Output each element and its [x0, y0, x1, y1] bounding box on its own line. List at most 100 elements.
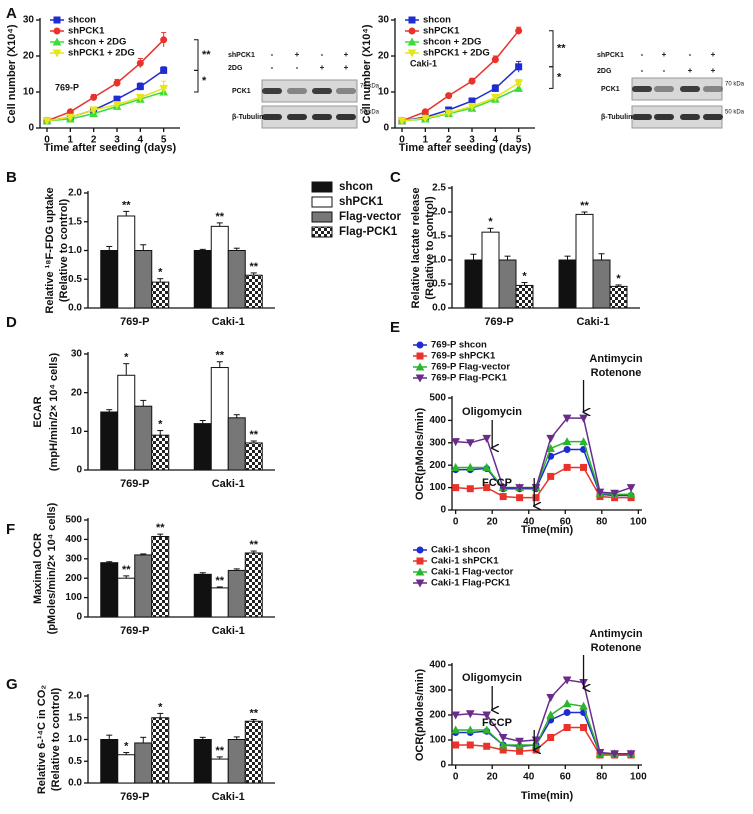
- x-tick-label: Caki-1: [212, 478, 245, 490]
- bar: [100, 250, 119, 309]
- bar: [100, 562, 119, 618]
- marker: [563, 446, 571, 454]
- y-tick-label: 1.0: [68, 245, 82, 256]
- y-tick-label: 1.0: [432, 255, 446, 266]
- marker: [416, 352, 424, 360]
- bracket: [549, 66, 554, 89]
- blot-sign: +: [344, 63, 349, 72]
- significance: **: [215, 745, 224, 757]
- marker: [416, 341, 424, 349]
- bar: [193, 250, 212, 309]
- marker: [53, 16, 61, 24]
- annotation: Rotenone: [591, 642, 642, 654]
- y-tick-label: 2.5: [432, 183, 446, 194]
- blot-band: [312, 88, 332, 94]
- y-tick-label: 10: [23, 87, 35, 98]
- marker: [516, 747, 524, 755]
- annotation: Rotenone: [591, 367, 642, 379]
- y-tick-label: 0.0: [68, 778, 82, 789]
- bar: [117, 754, 136, 784]
- marker: [546, 434, 555, 443]
- legend-label: 769-P Flag-PCK1: [431, 373, 508, 384]
- x-tick-label: 769-P: [120, 625, 149, 637]
- blot-sign: -: [663, 66, 666, 75]
- y-tick-label: 500: [65, 515, 82, 526]
- blot-sign: -: [296, 63, 299, 72]
- legend-label: shPCK1: [68, 26, 105, 37]
- bar: [515, 284, 534, 309]
- legend-label: Flag-vector: [339, 211, 402, 223]
- blot-sign: +: [688, 66, 693, 75]
- y-tick-label: 0: [440, 760, 446, 771]
- marker: [546, 694, 555, 703]
- marker: [159, 84, 169, 93]
- significance: **: [580, 200, 589, 212]
- y-tick-label: 1.5: [68, 712, 82, 723]
- blot-size-label: 50 kDa: [725, 110, 745, 116]
- blot-sign: +: [295, 50, 300, 59]
- marker: [547, 734, 555, 741]
- significance: **: [215, 350, 224, 362]
- y-tick-label: 30: [378, 15, 390, 26]
- legend-swatch: [311, 226, 333, 238]
- marker: [451, 462, 460, 471]
- bar: [100, 739, 119, 784]
- marker: [499, 493, 507, 501]
- bar: [193, 423, 212, 471]
- x-tick-label: 0: [44, 135, 50, 146]
- x-tick-label: 3: [114, 135, 120, 146]
- legend-swatch: [311, 196, 333, 208]
- marker: [547, 472, 555, 480]
- series-line: [46, 87, 164, 122]
- panel-label: E: [390, 319, 400, 336]
- x-tick-label: Caki-1: [212, 316, 245, 328]
- marker: [416, 546, 424, 554]
- marker: [595, 749, 605, 758]
- significance: **: [249, 261, 258, 273]
- x-tick-label: 1: [68, 135, 74, 146]
- y-tick-label: 0.0: [432, 303, 446, 314]
- series-line: [401, 82, 520, 122]
- marker: [482, 434, 492, 443]
- x-tick-label: 100: [630, 772, 647, 783]
- marker: [452, 741, 460, 749]
- y-tick-label: 0.0: [68, 303, 82, 314]
- marker: [407, 37, 417, 46]
- blot-row-label: shPCK1: [597, 52, 624, 59]
- y-tick-label: 1.0: [68, 734, 82, 745]
- y-tick-label: 300: [429, 437, 446, 448]
- y-axis-label: Cell number (X10⁴): [6, 24, 18, 123]
- legend-label: 769-P shPCK1: [431, 351, 496, 362]
- bar: [151, 535, 170, 618]
- blot-band: [680, 86, 700, 92]
- bar: [227, 417, 246, 471]
- bracket: [194, 69, 199, 93]
- x-tick-label: 769-P: [120, 316, 149, 328]
- legend-label: 769-P Flag-vector: [431, 362, 510, 373]
- marker: [451, 725, 460, 734]
- marker: [465, 710, 475, 719]
- bar: [210, 367, 229, 471]
- bar: [609, 285, 628, 309]
- x-tick-label: 2: [91, 135, 97, 146]
- x-tick-label: 20: [487, 772, 499, 783]
- marker: [562, 437, 572, 446]
- x-tick-label: Caki-1: [576, 316, 609, 328]
- y-tick-label: 0: [383, 123, 389, 134]
- x-axis-label: Time after seeding (days): [44, 142, 177, 154]
- significance: **: [249, 429, 258, 441]
- x-tick-label: 769-P: [120, 791, 149, 803]
- significance: **: [122, 199, 131, 211]
- y-tick-label: 2.0: [68, 691, 82, 702]
- blot-sign: -: [641, 66, 644, 75]
- series-line: [455, 417, 632, 494]
- marker: [490, 93, 500, 102]
- marker: [53, 27, 61, 35]
- annotation: Antimycin: [589, 353, 642, 365]
- marker: [498, 484, 508, 493]
- legend-label: Caki-1 shPCK1: [431, 556, 499, 567]
- y-tick-label: 0.5: [432, 279, 446, 290]
- marker: [90, 93, 98, 101]
- legend-label: shcon: [339, 181, 373, 193]
- annotation: Oligomycin: [462, 672, 522, 684]
